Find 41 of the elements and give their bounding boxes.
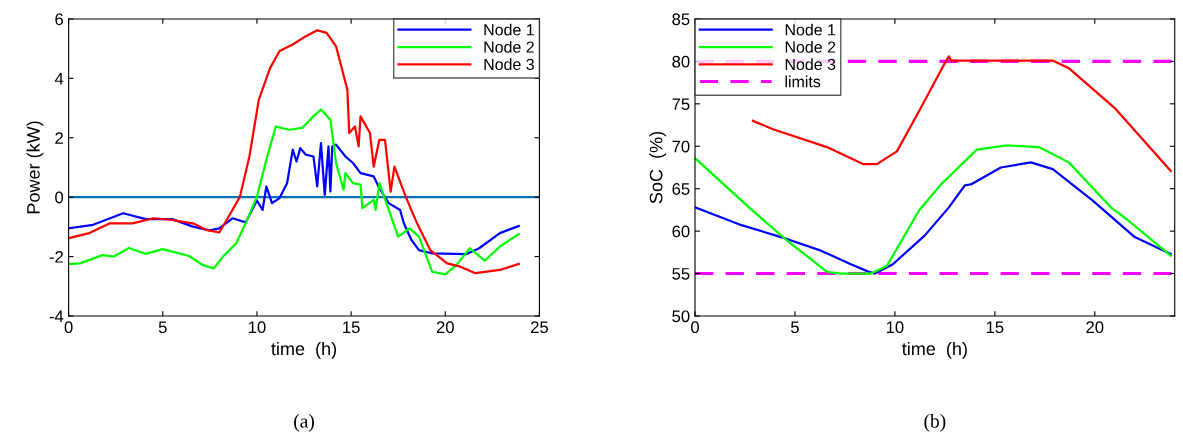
x-tick-label: 5 xyxy=(790,321,799,334)
legend-label: Node 2 xyxy=(785,41,836,53)
line-series xyxy=(68,108,520,276)
x-tick-label: 20 xyxy=(436,321,454,334)
y-tick-label: 65 xyxy=(672,183,690,195)
y-tick-label: -2 xyxy=(49,250,63,263)
text: (b) xyxy=(924,414,946,432)
y-tick-label: 2 xyxy=(55,132,63,144)
y-tick-label: 80 xyxy=(672,55,690,68)
y-axis-title: Power (kW) xyxy=(26,121,44,214)
x-axis-title: time (h) xyxy=(902,341,967,359)
x-tick-label: 20 xyxy=(1086,321,1104,334)
x-tick-label: 15 xyxy=(986,321,1004,334)
x-tick-label: 10 xyxy=(886,321,904,334)
y-tick-label: 70 xyxy=(672,140,690,153)
y-tick-label: 50 xyxy=(672,310,690,323)
legend-label: Node 2 xyxy=(484,41,534,53)
y-tick-label: -4 xyxy=(49,310,64,323)
line-series xyxy=(68,142,520,256)
legend-label: limits xyxy=(785,75,821,88)
y-tick-label: 4 xyxy=(54,72,64,85)
x-tick-label: 0 xyxy=(64,321,73,334)
legend-label: Node 3 xyxy=(484,58,534,71)
text: (a) xyxy=(294,414,314,432)
y-tick-label: 60 xyxy=(672,225,690,238)
legend-label: Node 1 xyxy=(785,23,836,36)
x-tick-label: 15 xyxy=(343,321,360,334)
y-axis-title: SoC (%) xyxy=(649,131,667,204)
legend-label: Node 1 xyxy=(484,23,534,36)
x-tick-label: 25 xyxy=(531,321,549,334)
y-tick-label: 75 xyxy=(672,98,690,111)
x-axis-title: time (h) xyxy=(271,341,337,359)
y-tick-label: 85 xyxy=(672,13,690,26)
y-tick-label: 0 xyxy=(55,191,64,204)
x-tick-label: 10 xyxy=(248,321,266,334)
y-tick-label: 55 xyxy=(672,268,690,280)
line-series xyxy=(751,55,1172,172)
y-tick-label: 6 xyxy=(55,13,64,26)
x-tick-label: 0 xyxy=(691,321,699,334)
legend-label: Node 3 xyxy=(785,58,836,71)
x-tick-label: 5 xyxy=(158,321,167,334)
